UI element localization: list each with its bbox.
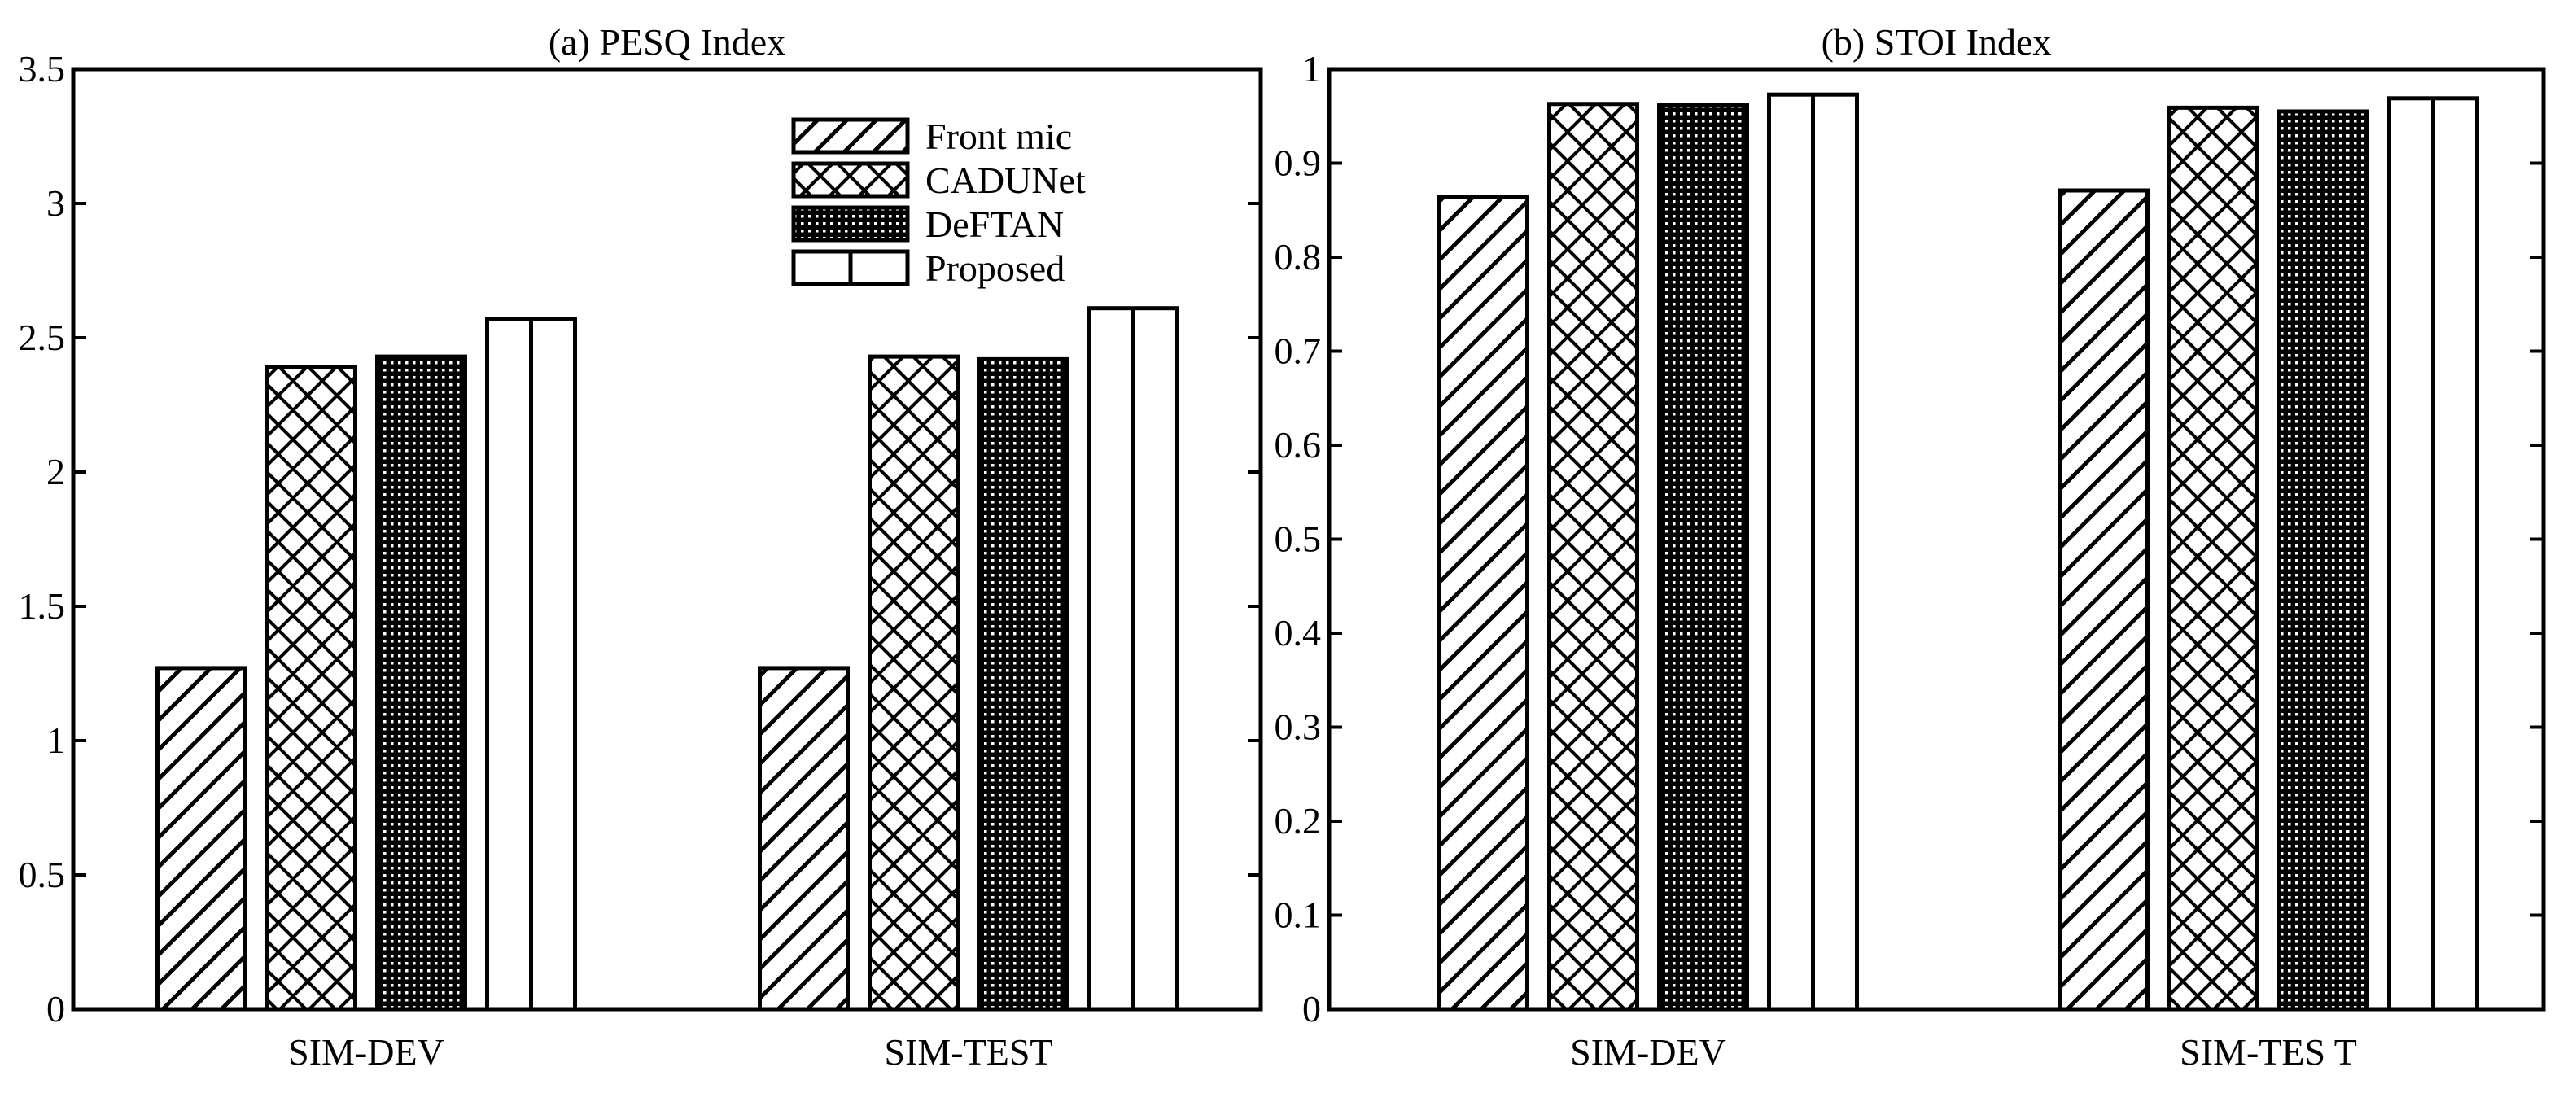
y-tick-label: 0.4 xyxy=(1275,612,1322,654)
chart-title: (b) STOI Index xyxy=(1822,21,2052,63)
x-tick-label: SIM-TEST xyxy=(885,1031,1053,1073)
chart-title: (a) PESQ Index xyxy=(549,21,785,63)
legend-swatch-cadunet xyxy=(791,161,910,199)
y-tick-label: 0.2 xyxy=(1275,800,1322,842)
y-tick-label: 1.5 xyxy=(19,585,66,627)
bar-deftan-1 xyxy=(1657,103,1749,1012)
legend-label: DeFTAN xyxy=(925,203,1064,245)
y-tick-label: 0.6 xyxy=(1275,424,1322,466)
chart-panel-2: (b) STOI Index SIM-DEV SIM-TES T 0 0.1 0.2 0.3… xyxy=(1275,21,2546,1073)
bar-cadunet-2 xyxy=(868,354,960,1012)
chart-panel-1: (a) PESQ Index SIM-DEV SIM-TEST 0 0.5 1 1.5 2 2.… xyxy=(19,21,1263,1073)
legend-label: Front mic xyxy=(925,116,1072,157)
bar-deftan-1 xyxy=(375,354,467,1012)
y-tick-label: 0 xyxy=(1302,988,1321,1030)
bar-deftan-2 xyxy=(977,356,1069,1012)
y-tick-label: 3.5 xyxy=(19,48,66,90)
y-tick-label: 2.5 xyxy=(19,317,66,358)
plot-frame xyxy=(71,67,1263,1012)
y-tick-label: 2 xyxy=(46,451,65,492)
y-tick-label: 1 xyxy=(1302,48,1321,90)
y-tick-label: 0.7 xyxy=(1275,330,1322,372)
bar-front-mic-2 xyxy=(758,666,850,1012)
bar-front-mic-2 xyxy=(2058,188,2150,1012)
bar-cadunet-1 xyxy=(265,365,357,1012)
y-tick-label: 0 xyxy=(46,988,65,1030)
legend-label: Proposed xyxy=(925,247,1065,289)
bar-front-mic-1 xyxy=(155,666,247,1012)
y-tick-label: 0.3 xyxy=(1275,706,1322,748)
bar-cadunet-2 xyxy=(2167,105,2259,1012)
y-tick-label: 0.5 xyxy=(1275,518,1322,560)
bar-deftan-2 xyxy=(2277,109,2369,1012)
y-tick-label: 1 xyxy=(46,719,65,761)
x-tick-label: SIM-DEV xyxy=(288,1031,444,1073)
bar-front-mic-1 xyxy=(1437,195,1529,1012)
y-tick-label: 0.1 xyxy=(1275,894,1322,936)
x-tick-label: SIM-DEV xyxy=(1570,1031,1726,1073)
y-tick-label: 3 xyxy=(46,182,65,224)
x-tick-label: SIM-TES T xyxy=(2180,1031,2357,1073)
y-tick-label: 0.8 xyxy=(1275,236,1322,278)
legend-label: CADUNet xyxy=(925,160,1086,201)
y-tick-label: 0.9 xyxy=(1275,142,1322,184)
legend-swatch-front-mic xyxy=(791,117,910,155)
bar-cadunet-1 xyxy=(1547,102,1639,1012)
legend-swatch-deftan xyxy=(791,205,910,243)
y-tick-label: 0.5 xyxy=(19,854,66,895)
